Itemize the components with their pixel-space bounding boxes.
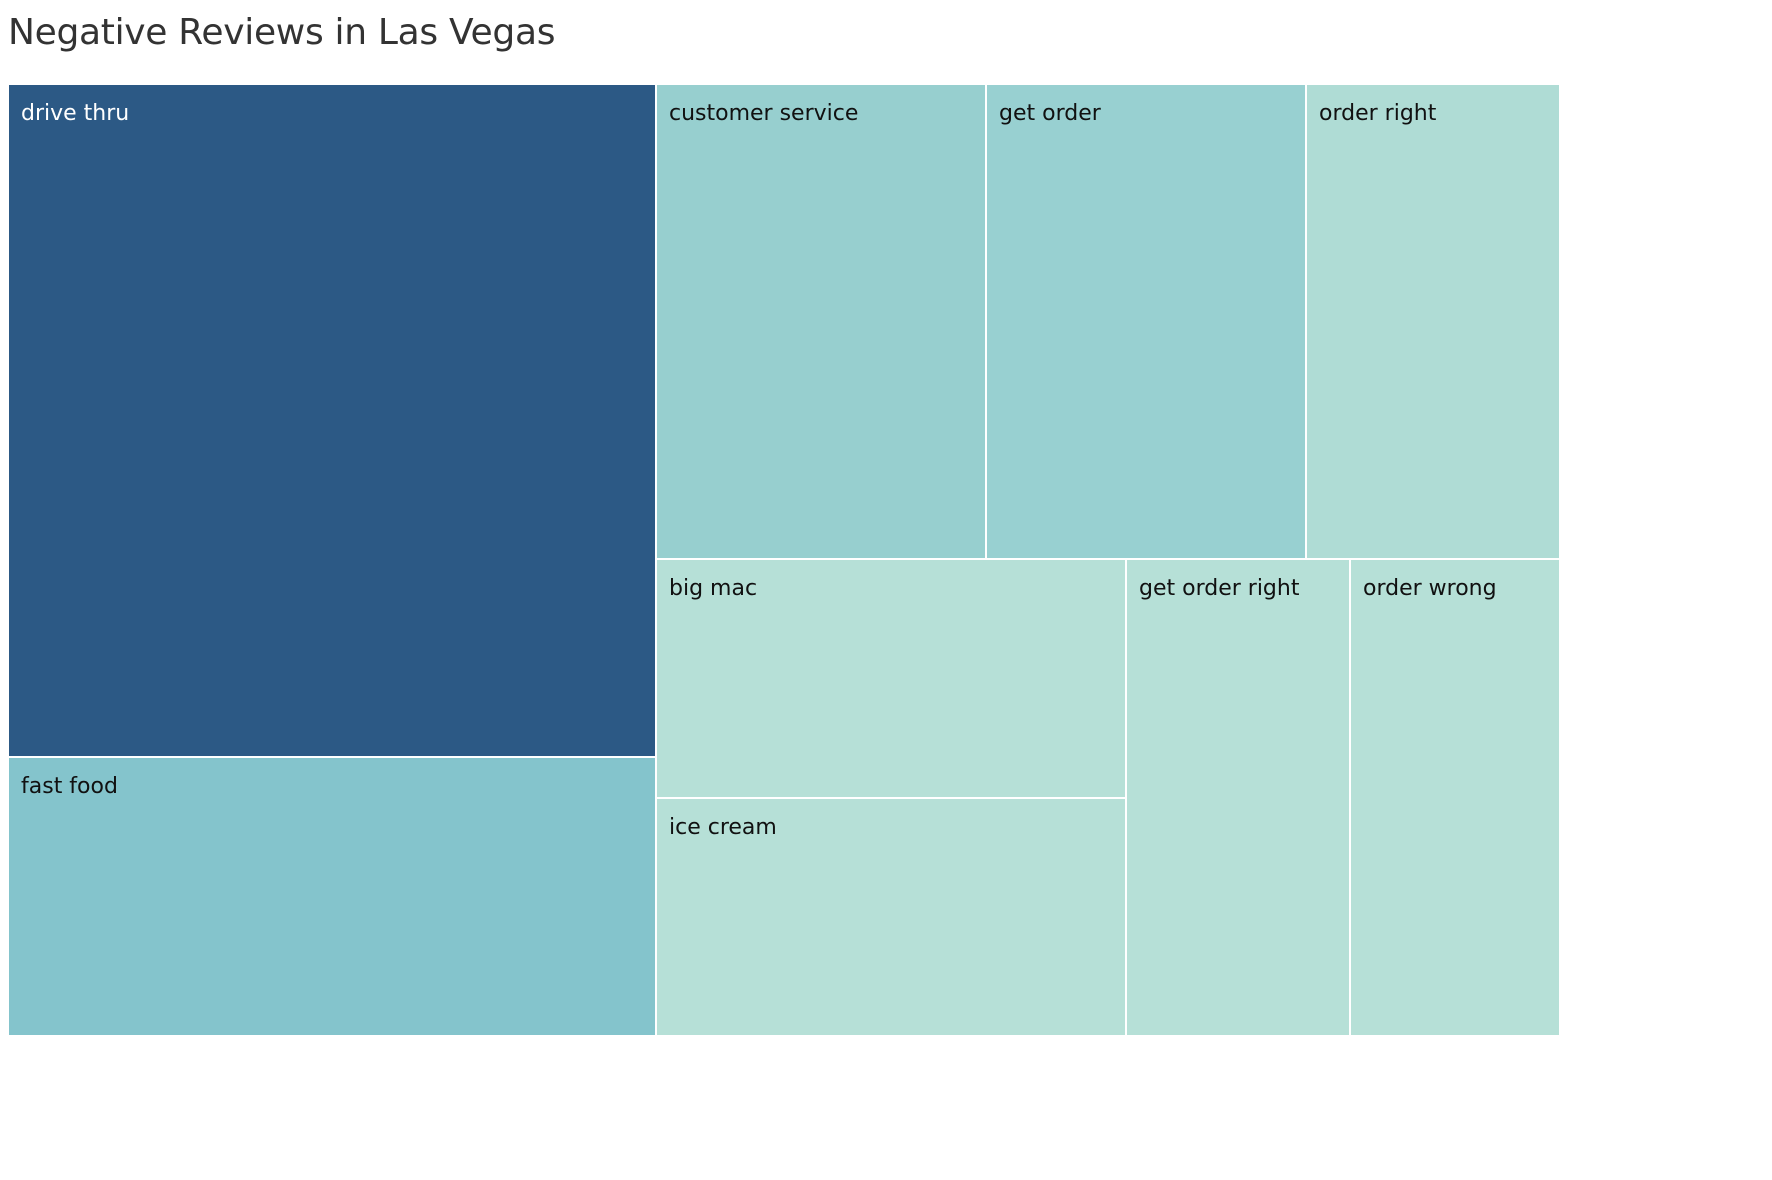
tile-label-big-mac: big mac	[669, 576, 757, 601]
tile-fast-food[interactable]: fast food	[7, 756, 657, 1037]
tile-rect-order-wrong[interactable]	[1349, 558, 1561, 1037]
tile-label-get-order: get order	[999, 101, 1102, 126]
tile-rect-order-right[interactable]	[1305, 83, 1561, 560]
tile-rect-ice-cream[interactable]	[655, 797, 1127, 1037]
tile-label-order-wrong: order wrong	[1363, 576, 1497, 601]
tile-label-ice-cream: ice cream	[669, 815, 777, 840]
tile-customer-service[interactable]: customer service	[655, 83, 987, 560]
tile-drive-thru[interactable]: drive thru	[7, 83, 657, 758]
tile-rect-get-order[interactable]	[985, 83, 1307, 560]
chart-title: Negative Reviews in Las Vegas	[8, 12, 556, 53]
tile-get-order[interactable]: get order	[985, 83, 1307, 560]
tile-label-fast-food: fast food	[21, 774, 118, 799]
tile-rect-drive-thru[interactable]	[7, 83, 657, 758]
tile-label-drive-thru: drive thru	[21, 101, 129, 126]
tile-label-customer-service: customer service	[669, 101, 858, 126]
tile-get-order-right[interactable]: get order right	[1125, 558, 1351, 1037]
tile-ice-cream[interactable]: ice cream	[655, 797, 1127, 1037]
tile-rect-fast-food[interactable]	[7, 756, 657, 1037]
tile-label-get-order-right: get order right	[1139, 576, 1300, 601]
tile-order-wrong[interactable]: order wrong	[1349, 558, 1561, 1037]
tile-label-order-right: order right	[1319, 101, 1437, 126]
tile-rect-get-order-right[interactable]	[1125, 558, 1351, 1037]
tile-rect-customer-service[interactable]	[655, 83, 987, 560]
tile-big-mac[interactable]: big mac	[655, 558, 1127, 799]
tile-order-right[interactable]: order right	[1305, 83, 1561, 560]
tile-rect-big-mac[interactable]	[655, 558, 1127, 799]
